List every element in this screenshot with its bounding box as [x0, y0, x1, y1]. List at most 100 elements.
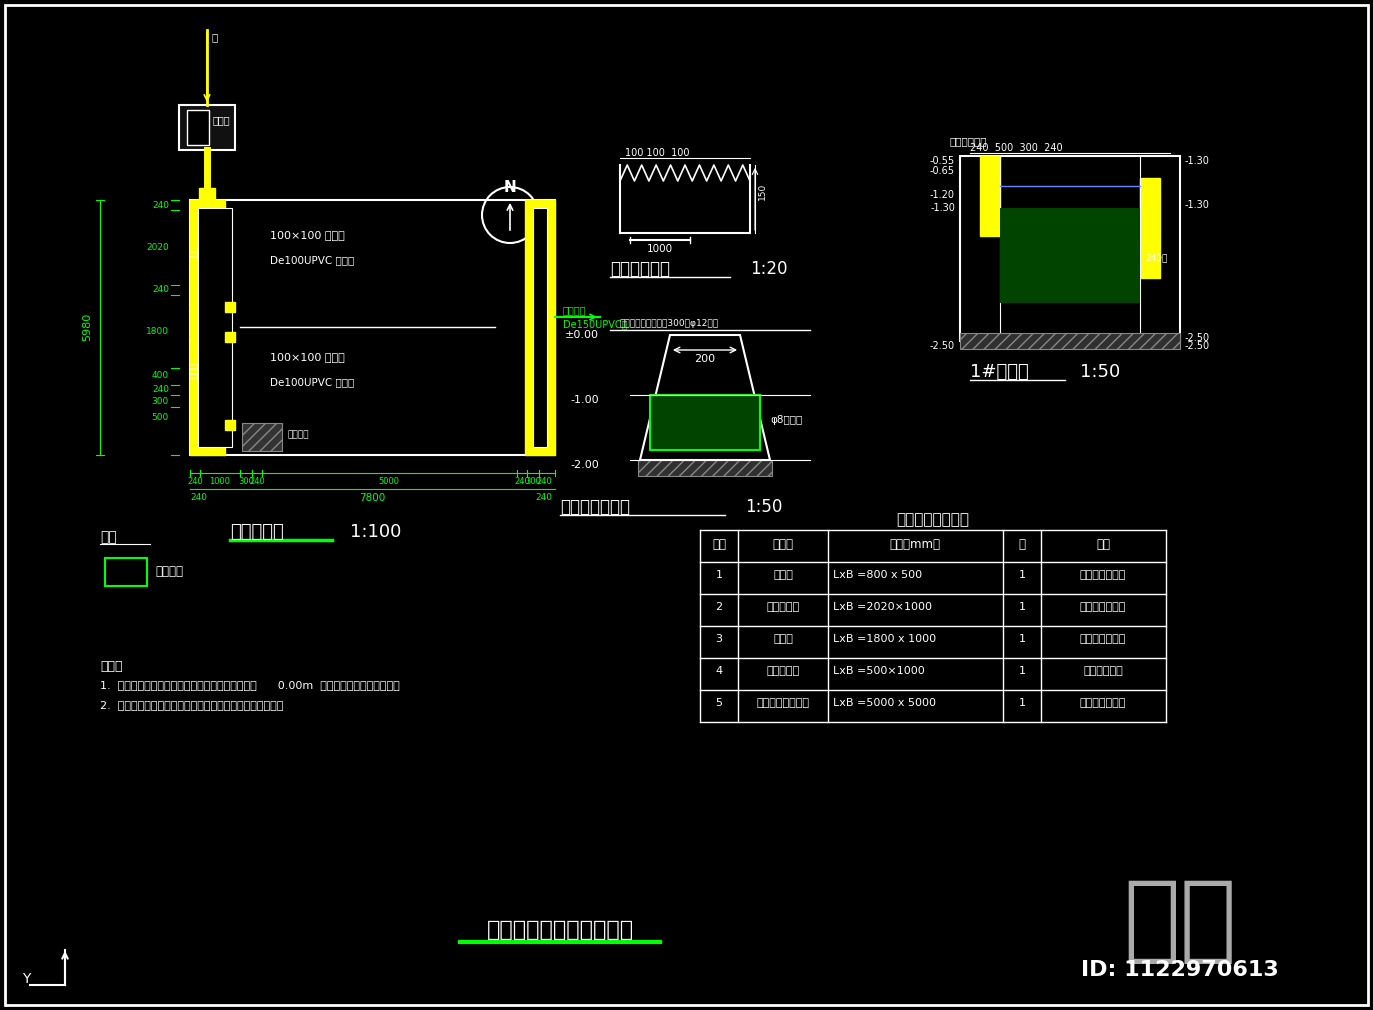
Bar	[960, 156, 1179, 341]
Bar	[1140, 178, 1160, 278]
Text: -2.50: -2.50	[930, 341, 956, 351]
Text: ID: 1122970613: ID: 1122970613	[1081, 960, 1278, 980]
Text: 240: 240	[249, 477, 265, 486]
Text: 3: 3	[715, 634, 722, 644]
Text: -0.55: -0.55	[930, 156, 956, 166]
Bar	[638, 460, 772, 476]
Text: 5: 5	[715, 698, 722, 708]
Text: 1: 1	[715, 570, 722, 580]
Text: 240: 240	[152, 386, 169, 395]
Text: -1.00: -1.00	[570, 395, 599, 405]
Text: 厌氧调节池: 厌氧调节池	[766, 602, 799, 612]
Text: 1:50: 1:50	[746, 498, 783, 516]
Bar	[189, 200, 555, 454]
Bar	[178, 105, 235, 150]
Text: -1.30: -1.30	[1185, 156, 1210, 166]
Text: 地上砖混结构: 地上砖混结构	[1083, 666, 1123, 676]
Text: 1000: 1000	[647, 244, 673, 254]
Text: 顶板钢筋砼制，间距300，φ12配件: 顶板钢筋砼制，间距300，φ12配件	[621, 319, 719, 328]
Text: 知末: 知末	[1123, 875, 1237, 967]
Text: 300: 300	[524, 477, 541, 486]
Text: -2.00: -2.00	[570, 460, 599, 470]
Text: 1:50: 1:50	[1081, 363, 1120, 381]
Text: 100 100  100: 100 100 100	[625, 148, 689, 158]
Text: 1: 1	[1019, 570, 1026, 580]
Text: 100×100 进水孔: 100×100 进水孔	[270, 230, 345, 240]
Text: LxB =1800 x 1000: LxB =1800 x 1000	[833, 634, 936, 644]
Text: 曝气台: 曝气台	[189, 362, 199, 378]
Text: 湿地单元: 湿地单元	[155, 565, 183, 578]
Bar	[242, 423, 281, 451]
Text: 300: 300	[152, 397, 169, 405]
Text: 小型人工湿地平面布置图: 小型人工湿地平面布置图	[486, 920, 633, 940]
Text: LxB =800 x 500: LxB =800 x 500	[833, 570, 923, 580]
Text: 说明：: 说明：	[100, 660, 122, 673]
Text: 200: 200	[695, 354, 715, 364]
Text: 2: 2	[715, 602, 722, 612]
Text: 7800: 7800	[358, 493, 384, 503]
Text: 平地下砖混结构: 平地下砖混结构	[1079, 698, 1126, 708]
Bar	[225, 420, 235, 430]
Bar	[980, 156, 1000, 236]
Text: 5000: 5000	[379, 477, 400, 486]
Text: 配液池: 配液池	[189, 245, 199, 261]
Text: 240: 240	[187, 477, 203, 486]
Text: LxB =500×1000: LxB =500×1000	[833, 666, 925, 676]
Text: 500: 500	[152, 412, 169, 421]
Text: 溢流渠大样图: 溢流渠大样图	[610, 260, 670, 278]
Text: 三角堰溢流堤: 三角堰溢流堤	[950, 136, 987, 146]
Text: 1000: 1000	[210, 477, 231, 486]
Text: 1800: 1800	[146, 326, 169, 335]
Text: 备注: 备注	[1096, 538, 1109, 551]
Text: Y: Y	[22, 972, 30, 986]
Text: 1: 1	[1019, 666, 1026, 676]
Text: 1: 1	[1019, 634, 1026, 644]
Text: 平面布置图: 平面布置图	[231, 523, 284, 541]
Text: 240: 240	[535, 493, 552, 502]
Text: 240: 240	[152, 201, 169, 209]
Text: -1.30: -1.30	[930, 203, 956, 213]
Bar	[199, 188, 216, 202]
Text: 出流井管: 出流井管	[563, 305, 586, 315]
Text: 1:100: 1:100	[350, 523, 401, 541]
Text: 格栅渠: 格栅渠	[213, 115, 231, 125]
Polygon shape	[1140, 186, 1160, 196]
Text: 1: 1	[1019, 602, 1026, 612]
Text: -1.20: -1.20	[930, 190, 956, 200]
Text: 管: 管	[211, 32, 217, 42]
Text: 填料安装大样图: 填料安装大样图	[560, 498, 630, 516]
Text: LxB =5000 x 5000: LxB =5000 x 5000	[833, 698, 936, 708]
Text: -2.50: -2.50	[1185, 341, 1210, 351]
Text: 序号: 序号	[713, 538, 726, 551]
Bar	[187, 110, 209, 145]
Text: LxB =2020×1000: LxB =2020×1000	[833, 602, 932, 612]
Text: N: N	[504, 180, 516, 195]
Bar	[1000, 208, 1140, 303]
Text: 主要构筑物一览表: 主要构筑物一览表	[897, 512, 969, 527]
Bar	[225, 332, 235, 342]
Bar	[524, 200, 555, 454]
Text: 2020: 2020	[147, 242, 169, 251]
Text: 5980: 5980	[82, 313, 92, 341]
Text: 平地下砖混结构: 平地下砖混结构	[1079, 570, 1126, 580]
Text: 配液池: 配液池	[773, 634, 794, 644]
Text: 平地下砖混结构: 平地下砖混结构	[1079, 634, 1126, 644]
Text: 300: 300	[238, 477, 254, 486]
Text: 格栅渠: 格栅渠	[773, 570, 794, 580]
Text: 240: 240	[152, 286, 169, 295]
Text: 2.  图中所示尺寸单位均为毫米，及标题尺寸单位为毫米材。: 2. 图中所示尺寸单位均为毫米，及标题尺寸单位为毫米材。	[100, 700, 283, 710]
Text: 水平潜流人工湿地: 水平潜流人工湿地	[757, 698, 810, 708]
Circle shape	[1061, 244, 1079, 262]
Text: 尺寸（mm）: 尺寸（mm）	[890, 538, 941, 551]
Text: 400: 400	[152, 372, 169, 381]
Text: 1.  图中所述标高为绝对标高，以填筑前地面标高土      0.00m  土标准标高调整调整备注。: 1. 图中所述标高为绝对标高，以填筑前地面标高土 0.00m 土标准标高调整调整…	[100, 680, 400, 690]
Text: De100UPVC 集水管: De100UPVC 集水管	[270, 255, 354, 265]
Bar	[225, 302, 235, 312]
Text: 1#大样图: 1#大样图	[969, 363, 1028, 381]
Text: 1: 1	[1019, 698, 1026, 708]
Text: 量: 量	[1019, 538, 1026, 551]
Text: ±0.00: ±0.00	[566, 330, 599, 340]
Text: 150: 150	[758, 183, 768, 200]
Bar	[198, 208, 232, 447]
Text: 240: 240	[189, 493, 207, 502]
